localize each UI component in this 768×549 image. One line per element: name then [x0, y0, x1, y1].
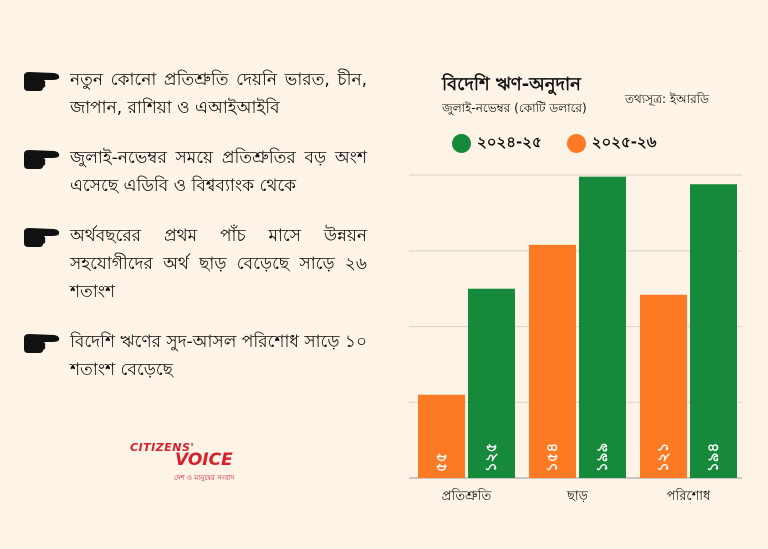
bullet-text: অর্থবছরের প্রথম পাঁচ মাসে উন্নয়ন সহযোগী… [70, 226, 367, 302]
bar-value-label: ৫৫ [432, 453, 450, 472]
pointing-hand-icon [24, 150, 60, 169]
bullet-item: অর্থবছরের প্রথম পাঁচ মাসে উন্নয়ন সহযোগী… [22, 222, 367, 306]
category-label: ছাড় [566, 489, 589, 504]
logo-tagline: দেশ ও মানুষের সংবাদ [174, 474, 235, 482]
legend-item: ২০২৫-২৬ [566, 131, 657, 156]
bar-value-label: ১৫৪ [543, 443, 561, 472]
pointing-hand-icon [24, 228, 60, 247]
bar-value-label: ১২৫ [482, 443, 500, 472]
bullet-item: জুলাই-নভেম্বর সময়ে প্রতিশ্রুতির বড় অংশ… [22, 144, 367, 200]
bar [640, 294, 687, 478]
bar [690, 184, 737, 478]
bullet-text: জুলাই-নভেম্বর সময়ে প্রতিশ্রুতির বড় অংশ… [70, 148, 367, 196]
chart-title: বিদেশি ঋণ-অনুদান [442, 74, 581, 95]
bar-value-label: ১৯৯ [593, 443, 611, 472]
chart-legend: ২০২৪-২৫ ২০২৫-২৬ [452, 131, 681, 156]
pointing-hand-icon [24, 72, 60, 91]
bullet-item: নতুন কোনো প্রতিশ্রুতি দেয়নি ভারত, চীন, … [22, 66, 367, 122]
legend-swatch [566, 134, 586, 153]
bar [468, 288, 515, 478]
bar [579, 176, 626, 478]
bar [418, 394, 465, 478]
bullet-text: নতুন কোনো প্রতিশ্রুতি দেয়নি ভারত, চীন, … [70, 70, 367, 118]
chart-source: তথ্যসূত্র: ইআরডি [625, 92, 709, 106]
chart-subtitle: জুলাই-নভেম্বর (কোটি ডলারে) [442, 101, 587, 115]
legend-swatch [452, 134, 471, 153]
citizens-voice-logo: CITIZENS' VOICE দেশ ও মানুষের সংবাদ [128, 441, 248, 482]
bullet-list: নতুন কোনো প্রতিশ্রুতি দেয়নি ভারত, চীন, … [22, 66, 367, 406]
bar-value-label: ১৯৪ [704, 443, 722, 472]
legend-label: ২০২৫-২৬ [591, 133, 657, 151]
logo-line2: VOICE [175, 450, 233, 470]
bar-value-label: ১২১ [654, 443, 672, 472]
bullet-text: বিদেশি ঋণের সুদ-আসল পরিশোধ সাড়ে ১০ শতাং… [70, 332, 367, 380]
bar [529, 244, 576, 478]
category-label: পরিশোধ [667, 488, 711, 504]
bullet-item: বিদেশি ঋণের সুদ-আসল পরিশোধ সাড়ে ১০ শতাং… [22, 328, 367, 384]
logo-line1: CITIZENS' [130, 441, 195, 454]
legend-item: ২০২৪-২৫ [452, 131, 542, 156]
legend-label: ২০২৪-২৫ [477, 133, 542, 151]
category-label: প্রতিশ্রুতি [442, 488, 492, 504]
pointing-hand-icon [24, 334, 60, 353]
